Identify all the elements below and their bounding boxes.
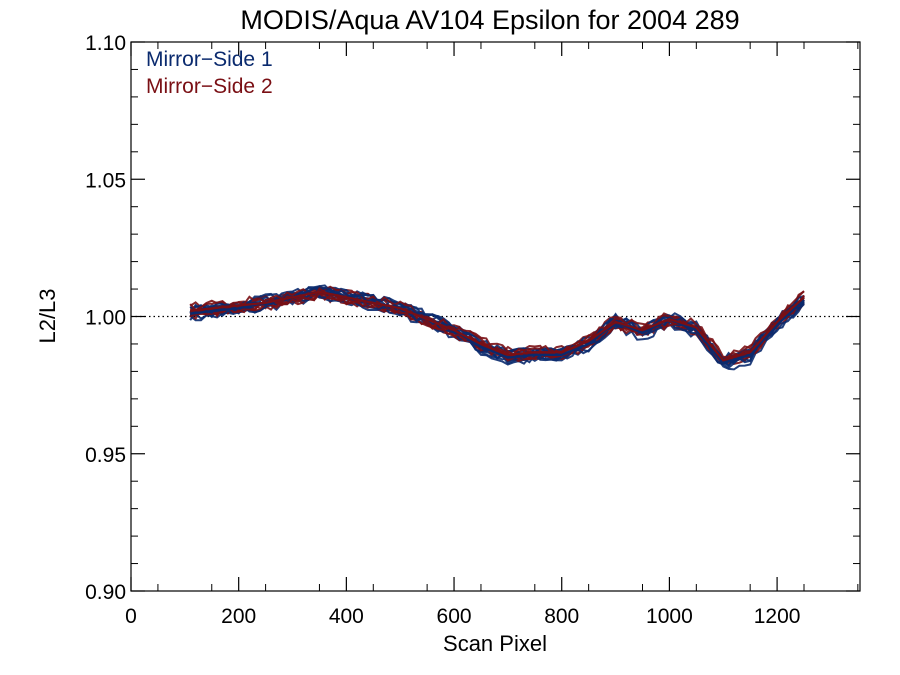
y-tick-label: 0.90 (85, 581, 126, 604)
scan-line-side-2 (189, 285, 805, 358)
series-layer (131, 284, 860, 371)
chart-title: MODIS/Aqua AV104 Epsilon for 2004 289 (240, 5, 739, 35)
y-tick-label: 0.95 (85, 444, 126, 467)
x-tick-label: 0 (125, 605, 137, 628)
x-tick-label: 1000 (646, 605, 693, 628)
axis-ticks: 0 200 400 600 800 1000 1200 0.90 0.95 1.00 1.05 1.1… (85, 32, 860, 628)
y-axis-label: L2/L3 (35, 288, 60, 343)
x-tick-label: 1200 (754, 605, 801, 628)
legend-entry-side-2: Mirror−Side 2 (146, 75, 273, 98)
y-tick-label: 1.10 (85, 32, 126, 55)
x-tick-label: 400 (329, 605, 364, 628)
x-tick-label: 800 (544, 605, 579, 628)
y-tick-label: 1.05 (85, 169, 126, 192)
series-line-side-2 (190, 290, 805, 362)
legend: Mirror−Side 1 Mirror−Side 2 (146, 48, 273, 98)
x-tick-label: 200 (221, 605, 256, 628)
x-axis-label: Scan Pixel (443, 631, 547, 656)
x-tick-label: 600 (437, 605, 472, 628)
y-tick-label: 1.00 (85, 307, 126, 330)
legend-entry-side-1: Mirror−Side 1 (146, 48, 273, 71)
